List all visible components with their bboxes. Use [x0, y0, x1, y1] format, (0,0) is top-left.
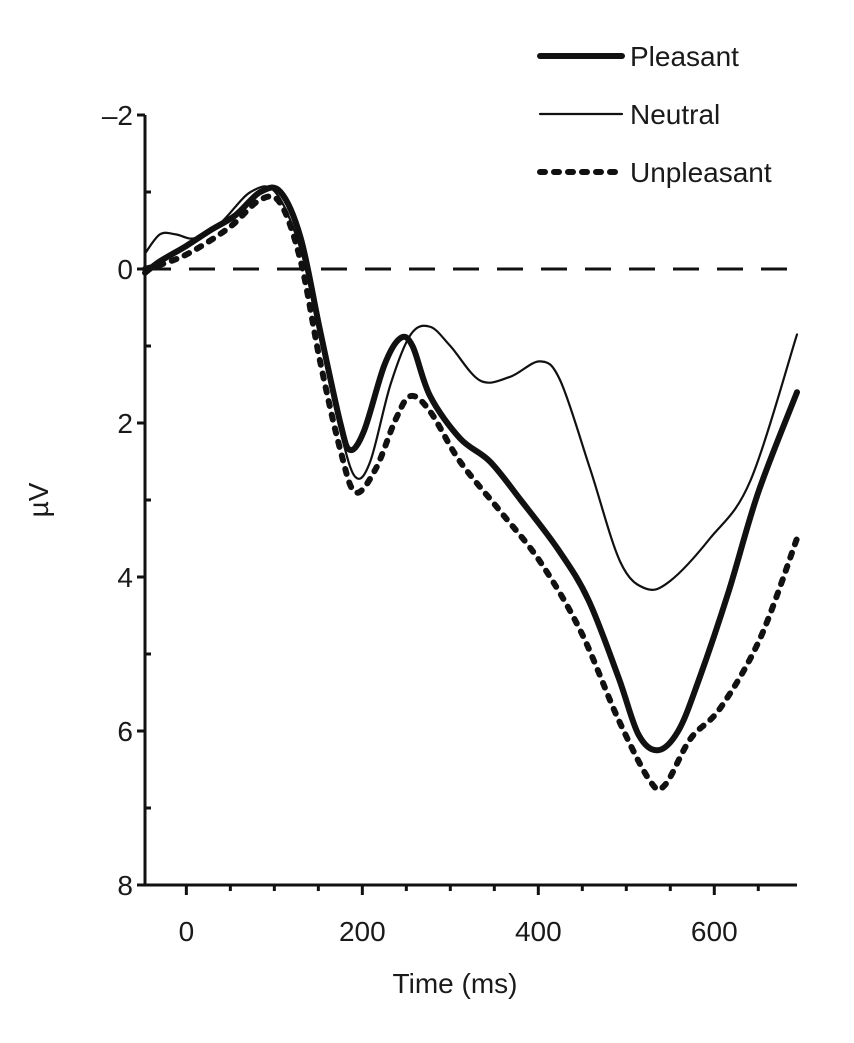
- y-tick-label: 8: [117, 870, 133, 901]
- x-tick-label: 200: [339, 916, 386, 947]
- legend-label-pleasant: Pleasant: [630, 41, 739, 72]
- legend: Pleasant Neutral Unpleasant: [537, 41, 772, 188]
- y-axis-label: µV: [23, 482, 54, 517]
- series-line-pleasant: [142, 184, 800, 754]
- axes: –2 0 2 4 6 8 0 200 400 600: [102, 100, 797, 947]
- x-tick-label: 0: [179, 916, 195, 947]
- series-line-unpleasant: [142, 193, 800, 793]
- y-tick-label: 0: [117, 254, 133, 285]
- x-axis-label: Time (ms): [393, 968, 518, 999]
- y-tick-label: 6: [117, 716, 133, 747]
- y-tick-label: 2: [117, 408, 133, 439]
- legend-label-neutral: Neutral: [630, 99, 720, 130]
- x-tick-label: 600: [691, 916, 738, 947]
- x-tick-label: 400: [515, 916, 562, 947]
- y-tick-label: 4: [117, 562, 133, 593]
- legend-label-unpleasant: Unpleasant: [630, 157, 772, 188]
- series-line-neutral: [143, 185, 799, 591]
- y-tick-label: –2: [102, 100, 133, 131]
- series-lines: [142, 184, 800, 793]
